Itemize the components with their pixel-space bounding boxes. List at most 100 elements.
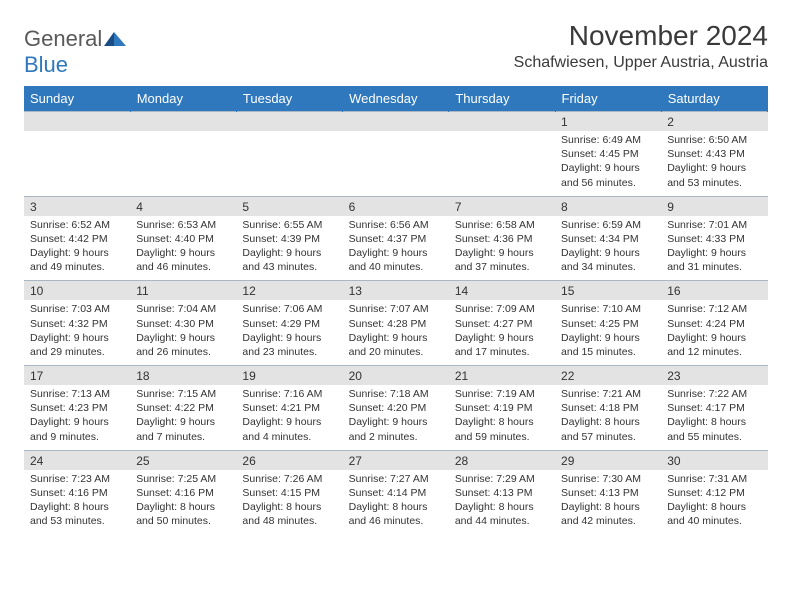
day-number: 10 (24, 281, 130, 301)
day-number: 22 (555, 366, 661, 386)
daylight-text-2: and 46 minutes. (349, 514, 443, 528)
daylight-text-2: and 4 minutes. (242, 430, 336, 444)
day-detail: Sunrise: 7:18 AMSunset: 4:20 PMDaylight:… (343, 385, 449, 450)
daynum-row: 17181920212223 (24, 366, 768, 386)
day-number: 14 (449, 281, 555, 301)
detail-row: Sunrise: 7:03 AMSunset: 4:32 PMDaylight:… (24, 300, 768, 365)
sunset-text: Sunset: 4:17 PM (667, 401, 761, 415)
logo: General Blue (24, 26, 126, 78)
daylight-text-1: Daylight: 9 hours (242, 331, 336, 345)
sunrise-text: Sunrise: 7:22 AM (667, 387, 761, 401)
day-detail: Sunrise: 7:15 AMSunset: 4:22 PMDaylight:… (130, 385, 236, 450)
day-detail: Sunrise: 7:30 AMSunset: 4:13 PMDaylight:… (555, 470, 661, 535)
daynum-row: 10111213141516 (24, 281, 768, 301)
sunrise-text: Sunrise: 7:19 AM (455, 387, 549, 401)
sunrise-text: Sunrise: 7:01 AM (667, 218, 761, 232)
sunrise-text: Sunrise: 6:55 AM (242, 218, 336, 232)
day-detail: Sunrise: 7:31 AMSunset: 4:12 PMDaylight:… (661, 470, 767, 535)
daylight-text-1: Daylight: 9 hours (667, 246, 761, 260)
daylight-text-2: and 23 minutes. (242, 345, 336, 359)
daylight-text-2: and 44 minutes. (455, 514, 549, 528)
sunrise-text: Sunrise: 7:10 AM (561, 302, 655, 316)
detail-row: Sunrise: 6:52 AMSunset: 4:42 PMDaylight:… (24, 216, 768, 281)
sunset-text: Sunset: 4:13 PM (455, 486, 549, 500)
month-title: November 2024 (514, 20, 768, 52)
daylight-text-1: Daylight: 9 hours (561, 161, 655, 175)
sunrise-text: Sunrise: 7:18 AM (349, 387, 443, 401)
day-detail: Sunrise: 7:26 AMSunset: 4:15 PMDaylight:… (236, 470, 342, 535)
day-number: 28 (449, 450, 555, 470)
day-number (236, 112, 342, 132)
day-number: 18 (130, 366, 236, 386)
day-detail: Sunrise: 7:04 AMSunset: 4:30 PMDaylight:… (130, 300, 236, 365)
day-detail: Sunrise: 6:58 AMSunset: 4:36 PMDaylight:… (449, 216, 555, 281)
daylight-text-1: Daylight: 9 hours (136, 331, 230, 345)
day-detail (343, 131, 449, 196)
daylight-text-2: and 53 minutes. (30, 514, 124, 528)
sunset-text: Sunset: 4:25 PM (561, 317, 655, 331)
daylight-text-2: and 57 minutes. (561, 430, 655, 444)
sunset-text: Sunset: 4:43 PM (667, 147, 761, 161)
day-number (449, 112, 555, 132)
daylight-text-1: Daylight: 9 hours (455, 331, 549, 345)
sunrise-text: Sunrise: 6:52 AM (30, 218, 124, 232)
day-header-sun: Sunday (24, 86, 130, 112)
day-number: 17 (24, 366, 130, 386)
day-number: 29 (555, 450, 661, 470)
day-header-mon: Monday (130, 86, 236, 112)
sunset-text: Sunset: 4:19 PM (455, 401, 549, 415)
daylight-text-1: Daylight: 9 hours (242, 246, 336, 260)
day-number: 4 (130, 196, 236, 216)
daylight-text-1: Daylight: 9 hours (30, 415, 124, 429)
day-number: 1 (555, 112, 661, 132)
sunrise-text: Sunrise: 7:27 AM (349, 472, 443, 486)
daylight-text-2: and 42 minutes. (561, 514, 655, 528)
sunrise-text: Sunrise: 7:23 AM (30, 472, 124, 486)
day-detail: Sunrise: 7:09 AMSunset: 4:27 PMDaylight:… (449, 300, 555, 365)
daylight-text-2: and 7 minutes. (136, 430, 230, 444)
sunset-text: Sunset: 4:23 PM (30, 401, 124, 415)
daylight-text-2: and 40 minutes. (349, 260, 443, 274)
daylight-text-1: Daylight: 8 hours (667, 415, 761, 429)
sunset-text: Sunset: 4:39 PM (242, 232, 336, 246)
sunrise-text: Sunrise: 7:25 AM (136, 472, 230, 486)
daylight-text-1: Daylight: 9 hours (349, 415, 443, 429)
day-detail: Sunrise: 7:12 AMSunset: 4:24 PMDaylight:… (661, 300, 767, 365)
sunset-text: Sunset: 4:29 PM (242, 317, 336, 331)
day-detail: Sunrise: 7:03 AMSunset: 4:32 PMDaylight:… (24, 300, 130, 365)
day-detail: Sunrise: 7:23 AMSunset: 4:16 PMDaylight:… (24, 470, 130, 535)
day-number: 24 (24, 450, 130, 470)
daylight-text-1: Daylight: 8 hours (136, 500, 230, 514)
sunset-text: Sunset: 4:21 PM (242, 401, 336, 415)
day-detail: Sunrise: 7:22 AMSunset: 4:17 PMDaylight:… (661, 385, 767, 450)
daylight-text-1: Daylight: 8 hours (455, 415, 549, 429)
sunset-text: Sunset: 4:34 PM (561, 232, 655, 246)
day-number (130, 112, 236, 132)
detail-row: Sunrise: 6:49 AMSunset: 4:45 PMDaylight:… (24, 131, 768, 196)
sunrise-text: Sunrise: 6:56 AM (349, 218, 443, 232)
sunset-text: Sunset: 4:18 PM (561, 401, 655, 415)
daynum-row: 24252627282930 (24, 450, 768, 470)
daylight-text-1: Daylight: 9 hours (455, 246, 549, 260)
daylight-text-2: and 17 minutes. (455, 345, 549, 359)
sunset-text: Sunset: 4:16 PM (136, 486, 230, 500)
daylight-text-2: and 55 minutes. (667, 430, 761, 444)
sunset-text: Sunset: 4:22 PM (136, 401, 230, 415)
day-detail: Sunrise: 6:52 AMSunset: 4:42 PMDaylight:… (24, 216, 130, 281)
day-detail (236, 131, 342, 196)
day-number: 16 (661, 281, 767, 301)
sunrise-text: Sunrise: 6:59 AM (561, 218, 655, 232)
daylight-text-2: and 46 minutes. (136, 260, 230, 274)
sunset-text: Sunset: 4:27 PM (455, 317, 549, 331)
day-detail: Sunrise: 7:16 AMSunset: 4:21 PMDaylight:… (236, 385, 342, 450)
daylight-text-2: and 34 minutes. (561, 260, 655, 274)
sunset-text: Sunset: 4:14 PM (349, 486, 443, 500)
sunset-text: Sunset: 4:24 PM (667, 317, 761, 331)
sunset-text: Sunset: 4:28 PM (349, 317, 443, 331)
sunrise-text: Sunrise: 7:07 AM (349, 302, 443, 316)
daylight-text-1: Daylight: 8 hours (667, 500, 761, 514)
daylight-text-1: Daylight: 9 hours (667, 161, 761, 175)
day-detail: Sunrise: 7:10 AMSunset: 4:25 PMDaylight:… (555, 300, 661, 365)
daylight-text-2: and 50 minutes. (136, 514, 230, 528)
day-detail: Sunrise: 6:49 AMSunset: 4:45 PMDaylight:… (555, 131, 661, 196)
